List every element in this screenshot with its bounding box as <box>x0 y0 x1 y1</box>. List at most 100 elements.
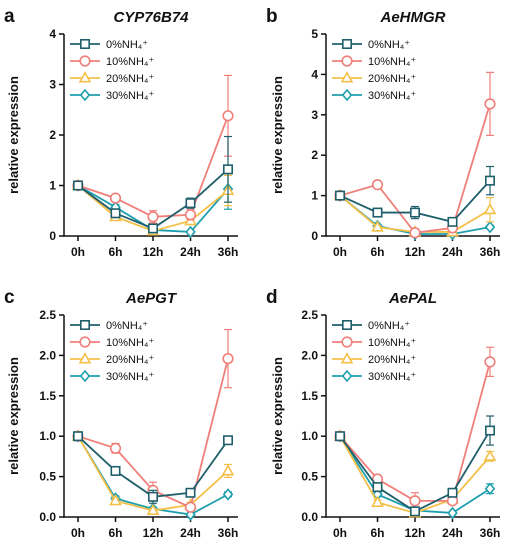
legend-label: 10%NH₄⁺ <box>106 337 154 349</box>
data-point <box>484 356 496 368</box>
series-0 <box>334 165 495 227</box>
panel-letter: a <box>4 6 15 27</box>
data-point <box>110 465 121 476</box>
panel-title: AePAL <box>388 290 437 307</box>
legend-label: 10%NH₄⁺ <box>106 56 154 68</box>
y-tick-label: 0.0 <box>301 510 318 524</box>
x-tick-label: 6h <box>370 245 384 259</box>
x-tick-label: 0h <box>71 245 85 259</box>
data-point <box>185 198 196 209</box>
x-tick-label: 24h <box>180 526 201 540</box>
y-tick-label: 1.5 <box>39 389 56 403</box>
legend: 0%NH₄⁺ 10%NH₄⁺ 20%NH₄⁺ 30%NH₄⁺ <box>332 319 416 383</box>
x-tick-label: 6h <box>370 526 384 540</box>
panel-b: b AeHMGR relative expression 0 1 2 3 4 5 0h 6h 12h 2… <box>266 6 500 259</box>
data-point <box>184 501 197 513</box>
panel-c: c AePGT relative expression 0.0 0.5 1.0 1.5 2.0… <box>4 287 238 540</box>
x-tick-label: 36h <box>480 526 501 540</box>
data-point <box>484 482 496 495</box>
y-tick-label: 5 <box>311 27 318 41</box>
legend-label: 0%NH₄⁺ <box>106 39 148 51</box>
y-axis-label: relative expression <box>270 76 285 194</box>
y-tick-label: 2 <box>49 128 56 142</box>
y-tick-label: 4 <box>311 67 318 81</box>
legend: 0%NH₄⁺ 10%NH₄⁺ 20%NH₄⁺ 30%NH₄⁺ <box>70 38 154 102</box>
data-point <box>483 449 497 461</box>
data-point <box>371 495 384 507</box>
legend-label: 30%NH₄⁺ <box>368 371 416 383</box>
legend-label: 30%NH₄⁺ <box>368 90 416 102</box>
data-point <box>484 220 496 234</box>
legend-label: 20%NH₄⁺ <box>368 73 416 85</box>
data-point <box>184 209 197 221</box>
panel-d: d AePAL relative expression 0.0 0.5 1.0 1.5 2.0… <box>266 287 500 540</box>
data-point <box>334 431 345 442</box>
data-point <box>148 491 159 502</box>
data-point <box>372 207 383 218</box>
legend-label: 0%NH₄⁺ <box>368 39 410 51</box>
panel-a: a CYP76B74 relative expression 0 1 2 3 4 0h 6h 12h… <box>4 6 238 259</box>
y-axis-label: relative expression <box>6 357 21 475</box>
data-point <box>447 487 458 498</box>
y-tick-label: 3 <box>311 108 318 122</box>
data-point <box>222 353 234 365</box>
y-tick-label: 1 <box>49 179 56 193</box>
data-point <box>109 494 122 506</box>
legend-marker <box>341 38 352 49</box>
series-0 <box>334 415 495 517</box>
x-tick-label: 6h <box>108 526 122 540</box>
y-tick-label: 1.0 <box>39 429 56 443</box>
legend-marker <box>341 88 353 102</box>
legend-label: 10%NH₄⁺ <box>368 337 416 349</box>
x-tick-label: 36h <box>218 526 239 540</box>
series-0 <box>73 135 234 234</box>
data-point <box>222 488 234 501</box>
data-point <box>221 464 235 476</box>
data-point <box>484 98 496 110</box>
legend: 0%NH₄⁺ 10%NH₄⁺ 20%NH₄⁺ 30%NH₄⁺ <box>332 38 416 102</box>
y-tick-label: 2 <box>311 148 318 162</box>
data-point <box>447 216 458 227</box>
legend-label: 0%NH₄⁺ <box>368 320 410 332</box>
data-point <box>334 190 345 201</box>
y-tick-label: 2.5 <box>39 308 56 322</box>
legend-label: 30%NH₄⁺ <box>106 371 154 383</box>
panel-letter: c <box>4 287 15 308</box>
legend-marker <box>79 336 91 348</box>
data-point <box>110 208 121 219</box>
data-point <box>371 220 384 232</box>
y-axis-label: relative expression <box>6 76 21 194</box>
legend-marker <box>341 55 353 67</box>
x-tick-label: 0h <box>333 526 347 540</box>
y-tick-label: 0 <box>49 229 56 243</box>
legend-marker <box>78 71 92 83</box>
legend-label: 20%NH₄⁺ <box>106 354 154 366</box>
x-tick-label: 12h <box>405 526 426 540</box>
data-point <box>447 506 458 520</box>
legend-marker <box>79 55 91 67</box>
y-axis-label: relative expression <box>270 357 285 475</box>
data-point <box>222 110 234 122</box>
legend-marker <box>340 71 354 83</box>
y-tick-label: 0.5 <box>39 470 56 484</box>
x-tick-label: 24h <box>442 245 463 259</box>
data-point <box>223 435 234 446</box>
x-tick-label: 36h <box>218 245 239 259</box>
legend-label: 0%NH₄⁺ <box>106 320 148 332</box>
data-point <box>185 508 196 521</box>
y-tick-label: 2.0 <box>301 348 318 362</box>
data-point <box>371 179 384 191</box>
y-tick-label: 3 <box>49 78 56 92</box>
legend-marker <box>341 319 352 330</box>
data-point <box>109 192 122 204</box>
x-tick-label: 12h <box>143 245 164 259</box>
panel-title: AePGT <box>125 290 178 307</box>
data-point <box>223 164 234 175</box>
data-point <box>73 180 84 191</box>
y-tick-label: 4 <box>49 27 56 41</box>
data-point <box>409 506 420 517</box>
y-tick-label: 1.5 <box>301 389 318 403</box>
panel-title: CYP76B74 <box>113 9 189 26</box>
legend-marker <box>78 352 92 364</box>
series-0 <box>73 431 234 504</box>
